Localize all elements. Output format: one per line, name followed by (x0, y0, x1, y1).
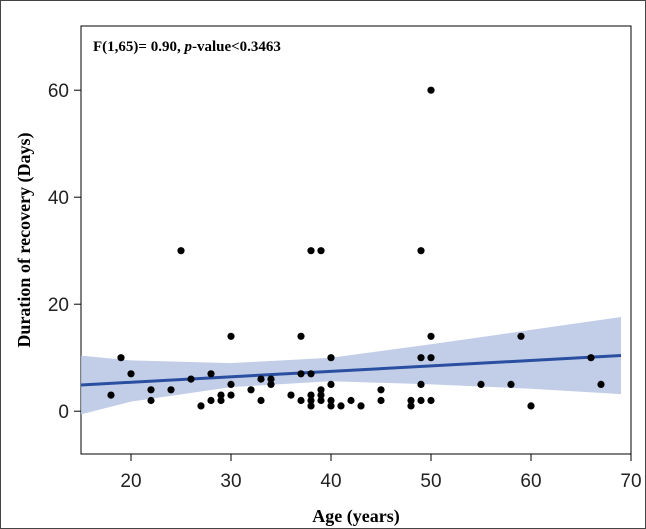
fit-annotation: F(1,65)= 0.90, p-value<0.3463 (93, 39, 281, 55)
data-point (597, 380, 605, 388)
data-point (427, 332, 435, 340)
data-point (227, 332, 235, 340)
regression-line (80, 354, 622, 387)
data-point (377, 396, 385, 405)
data-point (287, 391, 295, 399)
data-point (317, 391, 325, 399)
data-point (327, 396, 335, 405)
data-point (407, 402, 415, 410)
data-point (297, 370, 305, 378)
data-point (267, 380, 275, 388)
data-point (257, 375, 265, 383)
annotation-prefix: F(1,65)= 0.90, (93, 39, 184, 55)
data-point (307, 396, 315, 405)
data-point (517, 332, 525, 340)
data-point (177, 247, 185, 255)
data-point (427, 354, 435, 362)
x-tick-label: 50 (420, 471, 441, 492)
data-point (347, 396, 355, 405)
data-point (307, 370, 315, 378)
data-point (357, 402, 365, 410)
data-point (107, 391, 115, 399)
data-point (187, 375, 195, 383)
data-point (317, 396, 325, 405)
data-point (207, 370, 215, 378)
annotation-suffix: -value<0.3463 (192, 39, 281, 55)
x-axis-title: Age (years) (312, 506, 399, 527)
confidence-band (81, 317, 621, 415)
data-point (377, 386, 385, 394)
data-point (307, 247, 315, 255)
x-axis: 20 30 40 50 60 70 (120, 454, 642, 492)
y-tick-label: 0 (58, 402, 69, 423)
data-point (477, 380, 485, 388)
x-tick-label: 30 (220, 471, 241, 492)
data-point (127, 370, 135, 378)
data-point (307, 391, 315, 399)
data-point (247, 386, 255, 394)
x-tick-label: 20 (120, 471, 141, 492)
points-layer (107, 86, 605, 410)
y-axis-title: Duration of recovery (Days) (14, 132, 35, 347)
data-point (267, 375, 275, 383)
y-tick-label: 20 (48, 295, 69, 316)
data-point (427, 396, 435, 405)
y-tick-label: 60 (48, 81, 69, 102)
data-point (317, 247, 325, 255)
data-point (417, 396, 425, 405)
fit-line-layer (80, 354, 622, 387)
data-point (327, 380, 335, 388)
data-point (217, 396, 225, 405)
annotation-italic: p (182, 39, 192, 55)
data-point (197, 402, 205, 410)
data-point (257, 396, 265, 405)
data-point (167, 386, 175, 394)
data-point (527, 402, 535, 410)
confidence-band-layer (81, 317, 621, 415)
y-tick-label: 40 (48, 188, 69, 209)
data-point (337, 402, 345, 410)
data-point (297, 332, 305, 340)
data-point (427, 86, 435, 94)
data-point (147, 396, 155, 405)
y-axis: 0 20 40 60 (48, 81, 81, 423)
data-point (417, 354, 425, 362)
data-point (407, 396, 415, 405)
data-point (327, 354, 335, 362)
data-point (147, 386, 155, 394)
data-point (297, 396, 305, 405)
data-point (117, 354, 125, 362)
data-point (317, 386, 325, 394)
x-tick-label: 40 (320, 471, 341, 492)
data-point (587, 354, 595, 362)
data-point (417, 380, 425, 388)
data-point (507, 380, 515, 388)
x-tick-label: 60 (520, 471, 541, 492)
x-tick-label: 70 (620, 471, 641, 492)
data-point (207, 396, 215, 405)
data-point (307, 402, 315, 410)
data-point (417, 247, 425, 255)
data-point (227, 380, 235, 388)
data-point (217, 391, 225, 399)
data-point (227, 391, 235, 399)
data-point (327, 402, 335, 410)
